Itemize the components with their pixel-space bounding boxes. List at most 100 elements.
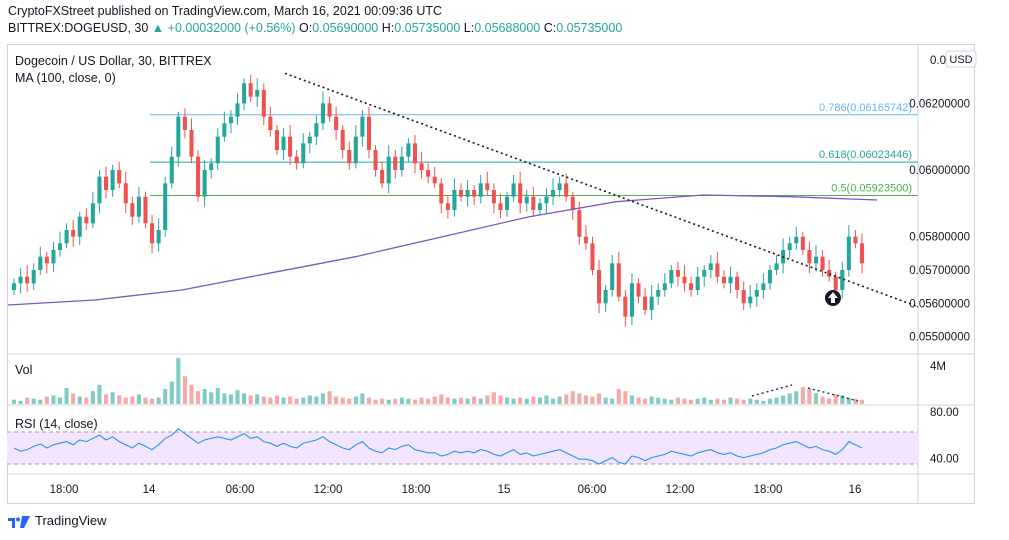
candle-body [274,130,279,150]
volume-bar [610,398,615,404]
candle-body [235,103,240,117]
volume-bar [399,397,404,404]
volume-bar [458,397,464,404]
volume-bar [813,393,819,404]
candle-body [209,163,214,170]
price-tick-label: 0.05500000 [909,332,970,344]
volume-bar [426,398,431,404]
volume-bar [669,399,674,404]
candle-body [813,256,819,264]
volume-bar [169,381,174,404]
volume-bar [643,398,648,404]
volume-bar [406,398,411,404]
candle-body [432,176,437,184]
volume-bar [228,394,233,404]
volume-bar [150,398,155,404]
candle-body [97,176,102,204]
candle-body [103,176,109,190]
volume-bar [189,384,194,404]
trendlines [284,72,919,402]
volume-bar [504,397,510,404]
candle-body [524,196,529,204]
candle-body [44,256,49,264]
candle-body [583,236,588,244]
time-tick-label: 15 [498,484,511,496]
volume-bar [800,386,805,404]
volume-bar [64,388,69,404]
candle-body [261,90,266,117]
candle-body [117,170,122,184]
candle-body [623,296,628,317]
candle-body [597,270,602,304]
candle-body [64,230,69,244]
candle-body [123,183,128,204]
candle-body [859,243,865,264]
candle-body [715,263,720,277]
candle-body [511,183,516,197]
fib-label: 0.5(0.05923500) [831,183,912,195]
volume-bar [531,396,536,404]
candle-body [386,156,391,184]
candle-body [491,190,496,204]
volume-bar [386,399,391,404]
candle-body [11,283,17,290]
volume-bars [11,358,865,404]
rsi-legend: RSI (14, close) [15,417,98,431]
volume-bar [754,399,759,404]
volume-bar [774,397,779,404]
candle-body [445,203,450,210]
candle-body [761,283,766,290]
time-tick-label: 18:00 [754,484,783,496]
volume-bar [143,397,148,404]
volume-bar [859,399,865,404]
high-value: 0.05735000 [394,21,461,35]
candle-body [380,170,385,184]
volume-bar [715,398,720,404]
candle-body [531,196,536,210]
ma-line [7,194,878,306]
volume-bar [741,399,746,404]
price-tick-label: 0.05600000 [909,298,970,310]
candle-body [754,290,759,297]
volume-bar [117,395,122,404]
candle-body [84,216,89,224]
volume-bar [90,391,95,404]
time-tick-label: 18:00 [402,484,431,496]
candle-body [18,276,23,284]
candle-body [675,270,680,277]
candle-body [695,276,700,290]
volume-bar [781,395,786,404]
volume-bar [327,391,332,404]
currency-badge[interactable] [945,50,977,68]
volume-bar [616,389,621,404]
time-tick-label: 06:00 [226,484,255,496]
footer-brand-label: TradingView [35,513,107,528]
volume-bar [439,394,444,404]
publish-line: CryptoFXStreet published on TradingView.… [8,4,443,18]
low-value: 0.05688000 [474,21,541,35]
change-value: ▲ +0.00032000 (+0.56%) [151,21,296,35]
volume-bar [590,396,595,404]
candles [11,75,865,327]
volume-bar [432,396,437,404]
volume-bar [84,397,89,404]
candle-body [504,196,510,210]
candle-body [90,203,95,224]
volume-bar [472,396,477,404]
vol-trendline-down [807,387,859,402]
moving-average [7,194,878,306]
volume-bar [136,394,141,404]
candle-body [570,196,575,210]
candle-body [281,136,286,150]
volume-bar [833,394,838,404]
candle-body [294,156,299,164]
volume-bar [77,396,82,404]
candle-body [478,183,483,197]
volume-bar [51,395,56,404]
volume-bar [807,389,812,404]
footer-brand[interactable]: TradingView [8,513,107,528]
volume-bar [452,398,457,404]
candle-body [669,270,674,284]
volume-bar [366,397,372,404]
